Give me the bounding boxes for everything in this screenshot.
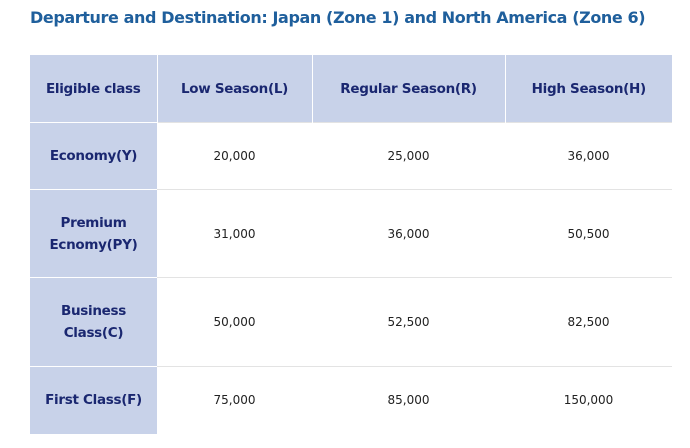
miles-cell: 75,000: [157, 366, 312, 434]
header-cell: Regular Season(R): [311, 55, 505, 123]
header-cell: Low Season(L): [156, 55, 312, 123]
miles-cell: 31,000: [157, 189, 312, 278]
miles-cell: 20,000: [157, 122, 312, 190]
miles-cell: 150,000: [505, 366, 672, 434]
table-row: Economy(Y) 20,000 25,000 36,000: [30, 122, 672, 190]
page-title: Departure and Destination: Japan (Zone 1…: [30, 8, 646, 27]
miles-cell: 25,000: [312, 122, 505, 190]
miles-cell: 50,500: [505, 189, 672, 278]
class-cell: Business Class(C): [30, 277, 157, 367]
miles-cell: 50,000: [157, 277, 312, 367]
class-cell: Economy(Y): [30, 122, 157, 190]
table-row: Premium Ecnomy(PY) 31,000 36,000 50,500: [30, 189, 672, 278]
miles-cell: 82,500: [505, 277, 672, 367]
miles-cell: 52,500: [312, 277, 505, 367]
header-row: Eligible class Low Season(L) Regular Seaso…: [30, 55, 672, 123]
fare-table: Eligible class Low Season(L) Regular Seaso…: [30, 55, 672, 434]
miles-cell: 36,000: [505, 122, 672, 190]
table-body: Economy(Y) 20,000 25,000 36,000 Premium Ecno…: [30, 122, 672, 434]
table-row: First Class(F) 75,000 85,000 150,000: [30, 366, 672, 434]
class-cell: First Class(F): [30, 366, 157, 434]
header-cell: Eligible class: [30, 55, 157, 123]
class-cell: Premium Ecnomy(PY): [30, 189, 157, 278]
table-row: Business Class(C) 50,000 52,500 82,500: [30, 277, 672, 367]
header-cell: High Season(H): [504, 55, 672, 123]
miles-cell: 85,000: [312, 366, 505, 434]
miles-cell: 36,000: [312, 189, 505, 278]
